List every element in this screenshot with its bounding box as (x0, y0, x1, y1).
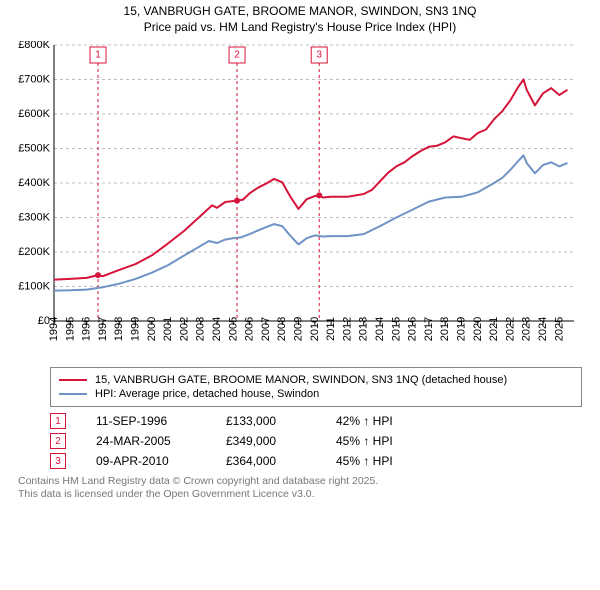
svg-text:2015: 2015 (390, 317, 402, 341)
svg-text:£500K: £500K (18, 143, 50, 155)
svg-text:2013: 2013 (358, 317, 370, 341)
event-marker-badge: 2 (50, 433, 66, 449)
svg-text:£400K: £400K (18, 177, 50, 189)
svg-text:2008: 2008 (276, 317, 288, 341)
svg-text:2007: 2007 (260, 317, 272, 341)
svg-text:2023: 2023 (521, 317, 533, 341)
title-line-2: Price paid vs. HM Land Registry's House … (0, 20, 600, 36)
event-price: £364,000 (226, 454, 336, 468)
event-marker-badge: 3 (50, 453, 66, 469)
event-row: 3 09-APR-2010£364,00045% ↑ HPI (50, 453, 582, 469)
svg-text:2022: 2022 (504, 317, 516, 341)
svg-text:2006: 2006 (244, 317, 256, 341)
event-note: 45% ↑ HPI (336, 454, 393, 468)
svg-text:3: 3 (316, 50, 322, 61)
legend-swatch (59, 393, 87, 395)
svg-text:1: 1 (95, 50, 101, 61)
footer-line-1: Contains HM Land Registry data © Crown c… (18, 475, 582, 488)
svg-text:2005: 2005 (227, 317, 239, 341)
svg-text:2016: 2016 (407, 317, 419, 341)
legend-swatch (59, 379, 87, 381)
svg-text:£600K: £600K (18, 108, 50, 120)
svg-text:£800K: £800K (18, 41, 50, 51)
svg-text:2000: 2000 (146, 317, 158, 341)
svg-text:2021: 2021 (488, 317, 500, 341)
event-note: 42% ↑ HPI (336, 414, 393, 428)
svg-text:1999: 1999 (130, 317, 142, 341)
event-note: 45% ↑ HPI (336, 434, 393, 448)
legend-item: 15, VANBRUGH GATE, BROOME MANOR, SWINDON… (59, 374, 573, 386)
event-price: £349,000 (226, 434, 336, 448)
legend: 15, VANBRUGH GATE, BROOME MANOR, SWINDON… (50, 367, 582, 407)
svg-text:2: 2 (234, 50, 240, 61)
footer-line-2: This data is licensed under the Open Gov… (18, 488, 582, 501)
svg-text:£200K: £200K (18, 246, 50, 258)
svg-text:2019: 2019 (456, 317, 468, 341)
svg-text:1997: 1997 (97, 317, 109, 341)
event-date: 09-APR-2010 (96, 454, 226, 468)
svg-text:2018: 2018 (439, 317, 451, 341)
svg-text:2002: 2002 (178, 317, 190, 341)
svg-text:2012: 2012 (341, 317, 353, 341)
title-line-1: 15, VANBRUGH GATE, BROOME MANOR, SWINDON… (0, 4, 600, 20)
svg-text:1995: 1995 (64, 317, 76, 341)
svg-text:1996: 1996 (81, 317, 93, 341)
svg-text:2024: 2024 (537, 317, 549, 341)
svg-text:2009: 2009 (293, 317, 305, 341)
svg-text:2017: 2017 (423, 317, 435, 341)
svg-text:2014: 2014 (374, 317, 386, 341)
svg-text:£700K: £700K (18, 74, 50, 86)
legend-label: HPI: Average price, detached house, Swin… (95, 388, 319, 400)
svg-text:2003: 2003 (195, 317, 207, 341)
svg-text:2001: 2001 (162, 317, 174, 341)
legend-label: 15, VANBRUGH GATE, BROOME MANOR, SWINDON… (95, 374, 507, 386)
chart-area: £0£100K£200K£300K£400K£500K£600K£700K£80… (10, 41, 590, 361)
svg-text:£100K: £100K (18, 281, 50, 293)
legend-item: HPI: Average price, detached house, Swin… (59, 388, 573, 400)
event-row: 2 24-MAR-2005£349,00045% ↑ HPI (50, 433, 582, 449)
svg-text:1998: 1998 (113, 317, 125, 341)
svg-text:£300K: £300K (18, 212, 50, 224)
event-date: 11-SEP-1996 (96, 414, 226, 428)
svg-text:2004: 2004 (211, 317, 223, 341)
event-row: 1 11-SEP-1996£133,00042% ↑ HPI (50, 413, 582, 429)
event-price: £133,000 (226, 414, 336, 428)
events-table: 1 11-SEP-1996£133,00042% ↑ HPI 2 24-MAR-200… (50, 413, 582, 469)
event-marker-badge: 1 (50, 413, 66, 429)
svg-text:2020: 2020 (472, 317, 484, 341)
svg-text:2010: 2010 (309, 317, 321, 341)
chart-title-block: 15, VANBRUGH GATE, BROOME MANOR, SWINDON… (0, 0, 600, 35)
svg-text:2025: 2025 (553, 317, 565, 341)
event-date: 24-MAR-2005 (96, 434, 226, 448)
footer: Contains HM Land Registry data © Crown c… (18, 475, 582, 501)
line-chart: £0£100K£200K£300K£400K£500K£600K£700K£80… (10, 41, 582, 361)
